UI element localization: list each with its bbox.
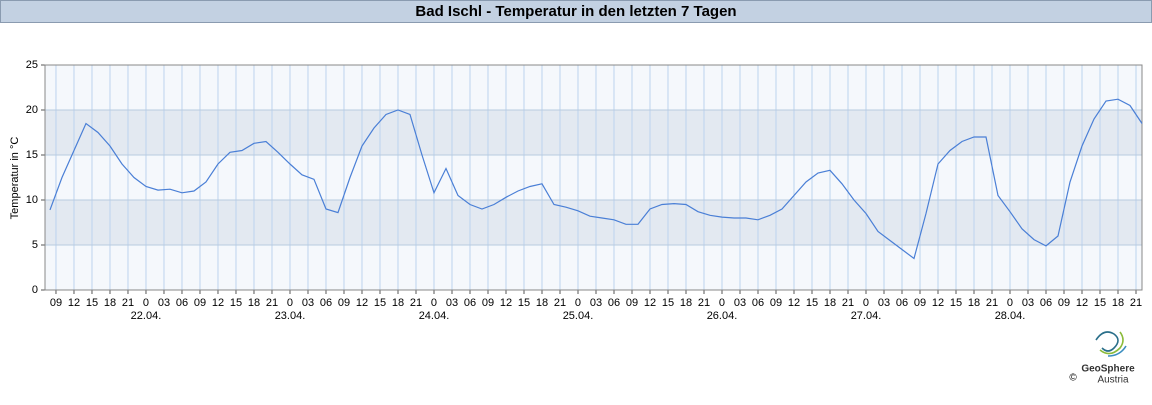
y-axis-label: Temperatur in °C <box>9 137 21 220</box>
y-tick-label: 25 <box>26 59 38 71</box>
x-tick-label: 15 <box>518 297 530 309</box>
x-tick-label: 18 <box>680 297 692 309</box>
x-tick-label: 12 <box>68 297 80 309</box>
x-tick-label: 0 <box>719 297 725 309</box>
logo-swirl <box>1099 331 1124 355</box>
x-tick-label: 03 <box>734 297 746 309</box>
y-tick-label: 15 <box>26 149 38 161</box>
x-tick-label: 06 <box>464 297 476 309</box>
x-tick-label: 09 <box>50 297 62 309</box>
x-tick-label: 21 <box>1130 297 1142 309</box>
copyright: © <box>1069 373 1077 384</box>
x-tick-label: 15 <box>86 297 98 309</box>
logo-swirl <box>1107 345 1127 357</box>
y-tick-label: 5 <box>32 239 38 251</box>
x-date-label: 22.04. <box>131 310 162 322</box>
x-tick-label: 09 <box>626 297 638 309</box>
x-tick-label: 0 <box>863 297 869 309</box>
plot-frame <box>44 64 1143 291</box>
x-date-label: 23.04. <box>275 310 306 322</box>
x-tick-label: 06 <box>176 297 188 309</box>
x-tick-label: 15 <box>230 297 242 309</box>
x-tick-label: 09 <box>482 297 494 309</box>
x-tick-label: 21 <box>698 297 710 309</box>
x-tick-label: 09 <box>194 297 206 309</box>
x-tick-label: 03 <box>446 297 458 309</box>
x-date-label: 24.04. <box>419 310 450 322</box>
x-tick-label: 18 <box>392 297 404 309</box>
x-tick-label: 21 <box>842 297 854 309</box>
x-date-label: 25.04. <box>563 310 594 322</box>
x-tick-label: 18 <box>1112 297 1124 309</box>
x-tick-label: 12 <box>212 297 224 309</box>
x-date-label: 27.04. <box>851 310 882 322</box>
x-tick-label: 18 <box>104 297 116 309</box>
x-tick-label: 12 <box>1076 297 1088 309</box>
logo-icon <box>1095 331 1127 357</box>
x-tick-label: 15 <box>662 297 674 309</box>
x-tick-label: 12 <box>932 297 944 309</box>
x-tick-label: 15 <box>1094 297 1106 309</box>
x-tick-label: 09 <box>1058 297 1070 309</box>
x-tick-label: 21 <box>554 297 566 309</box>
x-tick-label: 09 <box>914 297 926 309</box>
x-tick-label: 06 <box>320 297 332 309</box>
x-tick-label: 0 <box>1007 297 1013 309</box>
x-tick-label: 06 <box>608 297 620 309</box>
x-tick-label: 15 <box>950 297 962 309</box>
x-tick-label: 03 <box>302 297 314 309</box>
shaded-band <box>45 110 1142 155</box>
x-tick-label: 12 <box>356 297 368 309</box>
x-tick-label: 09 <box>770 297 782 309</box>
x-tick-label: 09 <box>338 297 350 309</box>
x-tick-label: 06 <box>752 297 764 309</box>
x-tick-label: 06 <box>1040 297 1052 309</box>
x-tick-label: 0 <box>575 297 581 309</box>
x-tick-label: 06 <box>896 297 908 309</box>
x-tick-label: 0 <box>287 297 293 309</box>
x-date-label: 26.04. <box>707 310 738 322</box>
x-tick-label: 03 <box>878 297 890 309</box>
x-tick-label: 12 <box>500 297 512 309</box>
x-tick-label: 0 <box>431 297 437 309</box>
x-tick-label: 03 <box>590 297 602 309</box>
x-tick-label: 15 <box>374 297 386 309</box>
x-tick-label: 03 <box>158 297 170 309</box>
shaded-band <box>45 200 1142 245</box>
x-tick-label: 0 <box>143 297 149 309</box>
x-tick-label: 21 <box>266 297 278 309</box>
temperature-line <box>49 98 1143 260</box>
x-tick-label: 21 <box>410 297 422 309</box>
x-tick-label: 18 <box>824 297 836 309</box>
logo-swirl <box>1095 331 1119 352</box>
x-date-label: 28.04. <box>995 310 1026 322</box>
x-tick-label: 18 <box>968 297 980 309</box>
x-tick-label: 21 <box>986 297 998 309</box>
x-tick-label: 12 <box>644 297 656 309</box>
logo-name: GeoSphere <box>1081 364 1135 375</box>
chart-title: Bad Ischl - Temperatur in den letzten 7 … <box>415 3 736 20</box>
x-tick-label: 12 <box>788 297 800 309</box>
x-tick-label: 18 <box>536 297 548 309</box>
x-tick-label: 21 <box>122 297 134 309</box>
plot-background <box>45 65 1142 290</box>
x-tick-label: 18 <box>248 297 260 309</box>
x-tick-label: 03 <box>1022 297 1034 309</box>
logo-sub: Austria <box>1097 375 1129 386</box>
y-tick-label: 0 <box>32 284 38 296</box>
x-tick-label: 15 <box>806 297 818 309</box>
y-tick-label: 10 <box>26 194 38 206</box>
y-tick-label: 20 <box>26 104 38 116</box>
